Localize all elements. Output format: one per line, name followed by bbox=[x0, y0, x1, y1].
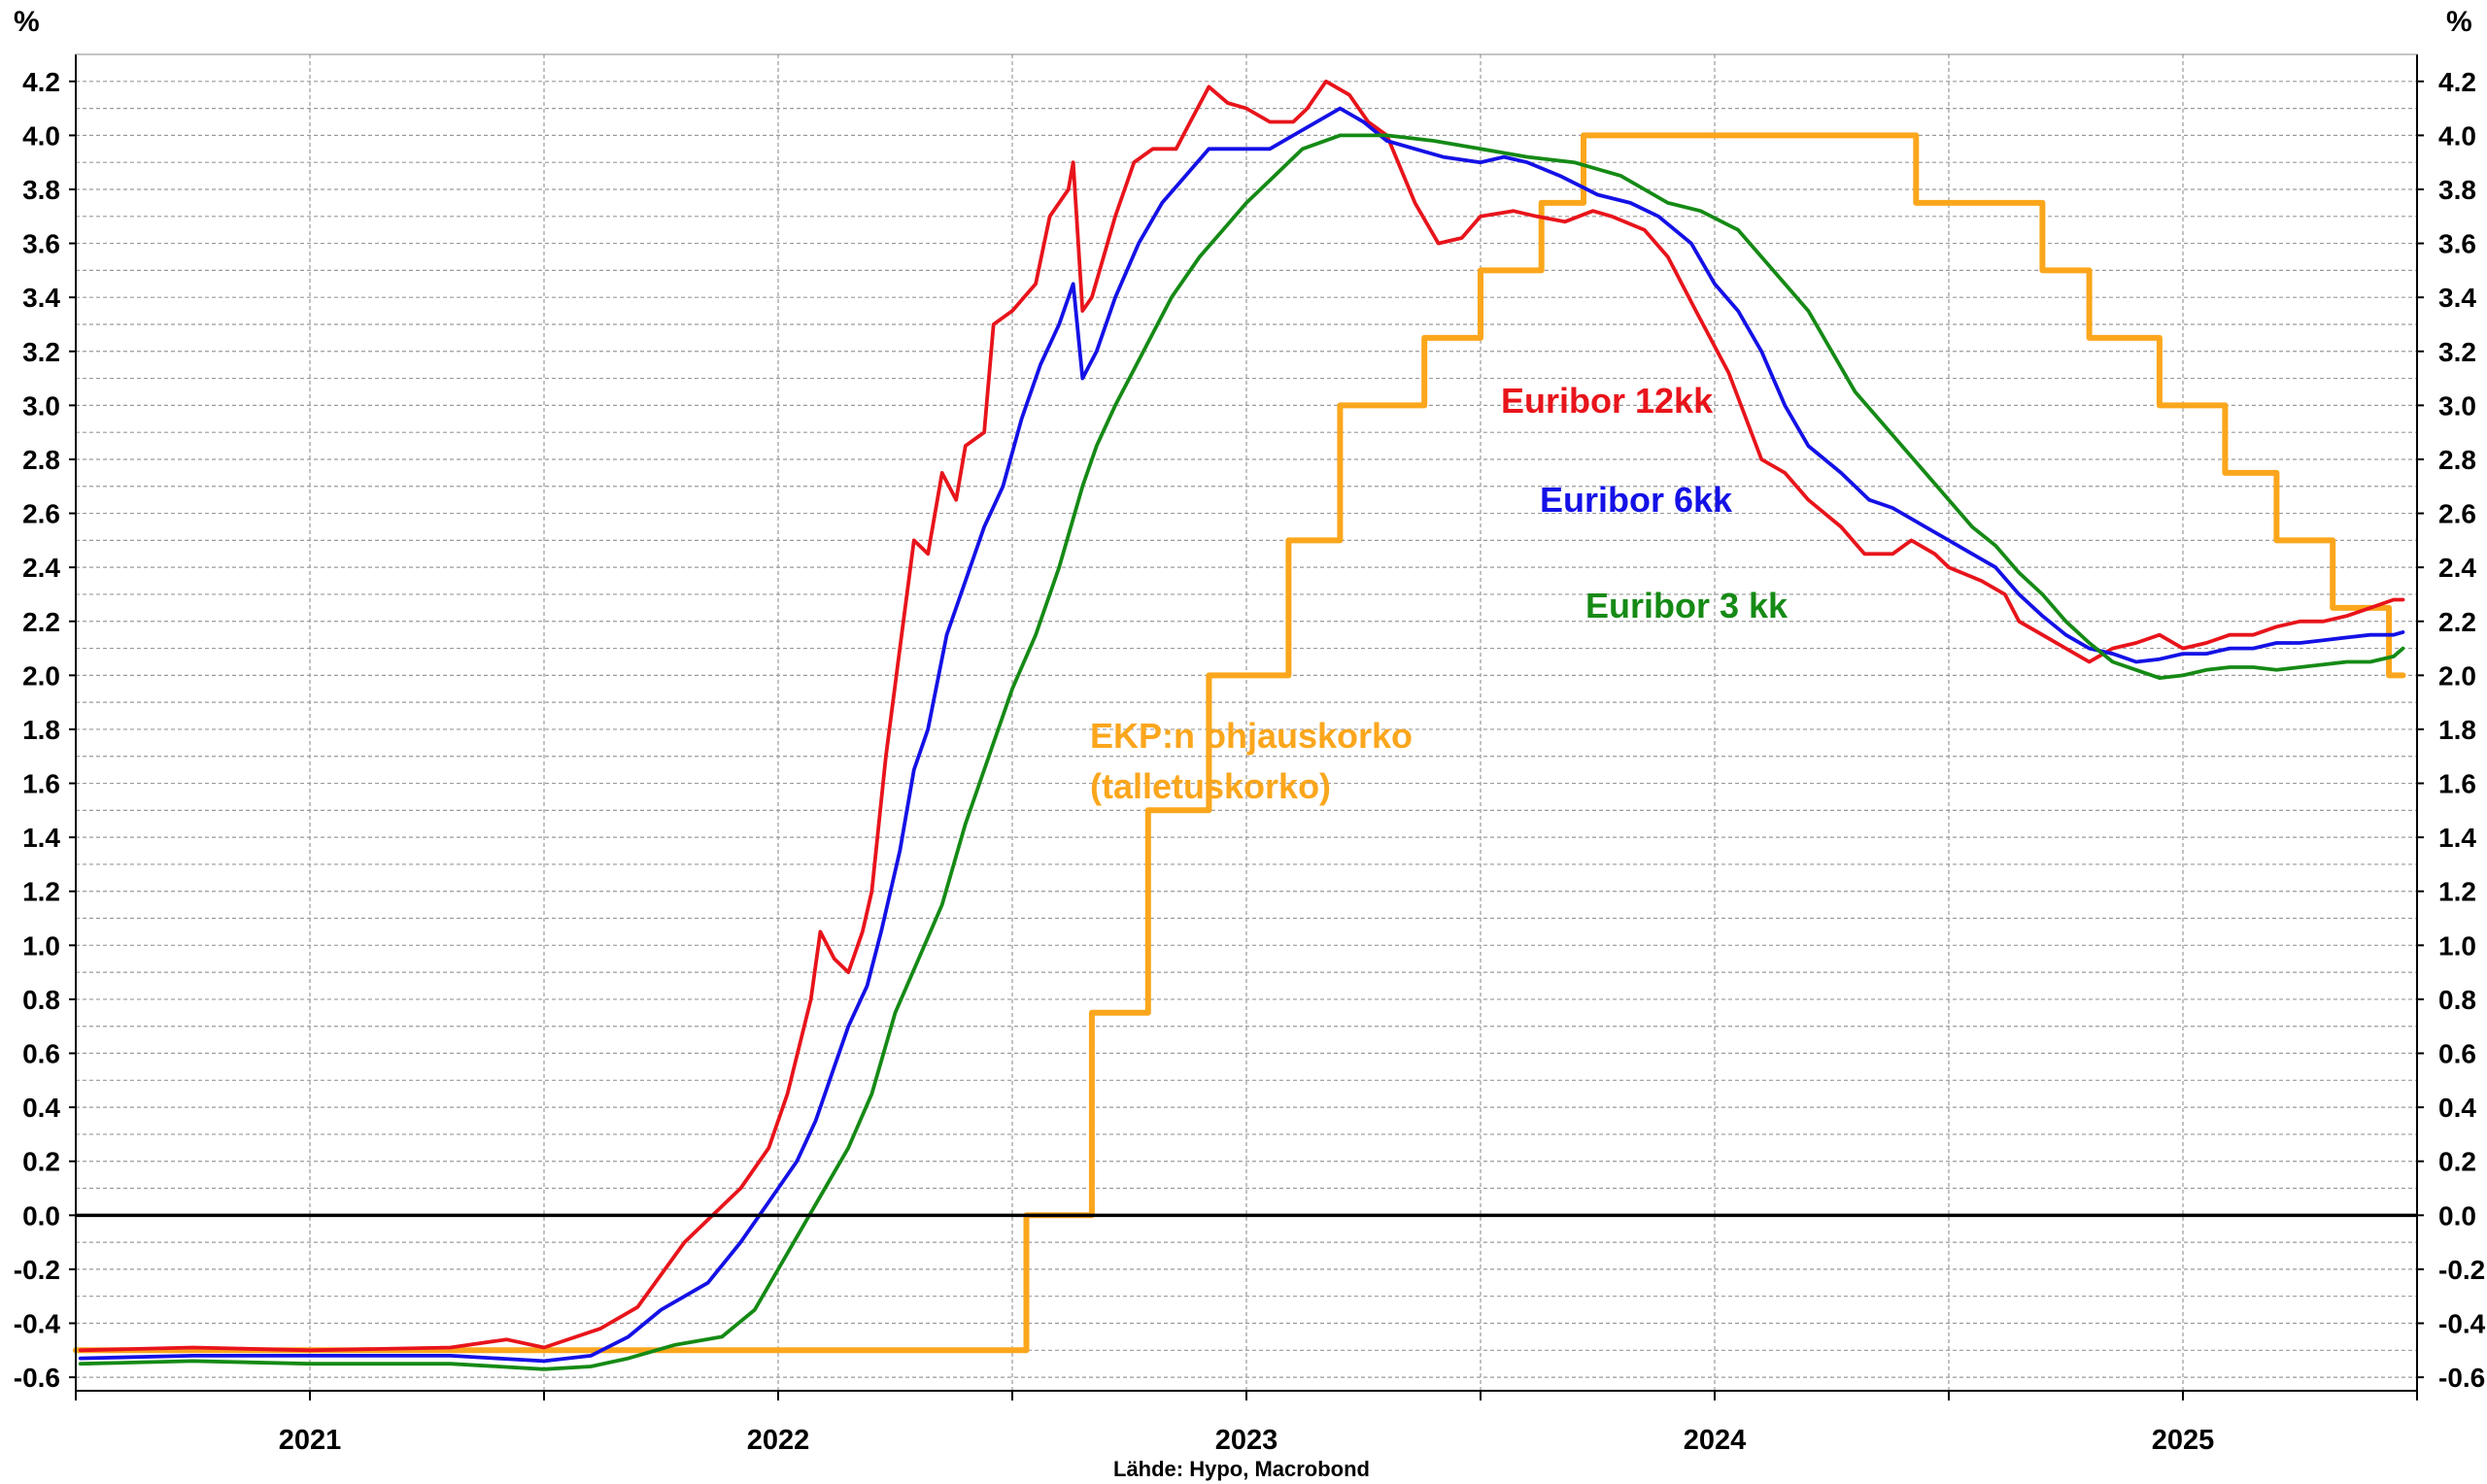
y-tick-label-left: 3.6 bbox=[22, 229, 60, 259]
y-tick-label-right: 2.4 bbox=[2438, 553, 2476, 583]
y-tick-label-left: 2.2 bbox=[22, 607, 60, 637]
series-labels: Euribor 12kk Euribor 6kk Euribor 3 kk EKP:n… bbox=[1090, 381, 1789, 806]
y-tick-label-left: 1.4 bbox=[22, 823, 60, 853]
y-tick-label-right: 1.0 bbox=[2438, 930, 2476, 961]
y-tick-label-right: 4.2 bbox=[2438, 67, 2476, 97]
y-tick-label-right: 3.0 bbox=[2438, 390, 2476, 421]
series-line-2 bbox=[78, 133, 2405, 1371]
x-tick-label: 2023 bbox=[1215, 1425, 1278, 1456]
y-unit-right: % bbox=[2446, 6, 2472, 38]
y-tick-label-left: -0.2 bbox=[14, 1255, 60, 1285]
y-tick-label-left: 3.4 bbox=[22, 283, 60, 313]
x-axis: 2021 2022 2023 2024 2025 bbox=[75, 1391, 2418, 1456]
y-tick-label-left: 0.4 bbox=[22, 1093, 60, 1123]
y-tick-label-right: 1.2 bbox=[2438, 877, 2476, 907]
y-tick-label-right: -0.4 bbox=[2438, 1309, 2486, 1339]
y-tick-label-left: 2.8 bbox=[22, 445, 60, 475]
y-unit-left: % bbox=[14, 6, 40, 38]
series-label-3: (talletuskorko) bbox=[1090, 766, 1331, 806]
y-tick-label-right: 0.0 bbox=[2438, 1200, 2476, 1231]
x-tick-label: 2024 bbox=[1684, 1425, 1747, 1456]
series-layer bbox=[73, 79, 2406, 1371]
y-tick-label-right: 2.8 bbox=[2438, 445, 2476, 475]
x-tick-label: 2022 bbox=[747, 1425, 810, 1456]
y-tick-label-left: 2.0 bbox=[22, 660, 60, 691]
series-label-0: Euribor 12kk bbox=[1501, 381, 1714, 421]
y-tick-label-left: 0.8 bbox=[22, 985, 60, 1015]
y-tick-label-left: 1.6 bbox=[22, 769, 60, 799]
y-tick-label-left: 3.2 bbox=[22, 337, 60, 367]
y-tick-label-right: 1.8 bbox=[2438, 715, 2476, 745]
y-tick-label-left: 3.0 bbox=[22, 390, 60, 421]
y-tick-label-left: 1.8 bbox=[22, 715, 60, 745]
series-label-2: Euribor 3 kk bbox=[1585, 586, 1789, 625]
y-tick-label-left: -0.6 bbox=[14, 1363, 60, 1393]
y-tick-label-left: 0.0 bbox=[22, 1200, 60, 1231]
y-tick-label-right: 3.4 bbox=[2438, 283, 2476, 313]
y-axis-left: -0.6 -0.4 -0.2 0.0 0.2 0.4 0.6 0.8 1.0 1.2 1.4 1.6 1… bbox=[14, 67, 76, 1393]
y-tick-label-right: 3.2 bbox=[2438, 337, 2476, 367]
series-label-3: EKP:n ohjauskorko bbox=[1090, 716, 1413, 756]
y-tick-label-right: 2.6 bbox=[2438, 499, 2476, 529]
grid bbox=[76, 54, 2417, 1391]
y-tick-label-right: -0.6 bbox=[2438, 1363, 2485, 1393]
y-tick-label-left: 0.2 bbox=[22, 1147, 60, 1177]
y-tick-label-right: 0.2 bbox=[2438, 1147, 2476, 1177]
y-tick-label-right: 3.6 bbox=[2438, 229, 2476, 259]
y-tick-label-right: 2.0 bbox=[2438, 660, 2476, 691]
y-tick-label-right: 2.2 bbox=[2438, 607, 2476, 637]
y-axis-right: -0.6 -0.4 -0.2 0.0 0.2 0.4 0.6 0.8 1.0 1.2 1.4 1.6 1… bbox=[2417, 67, 2486, 1393]
y-tick-label-right: -0.2 bbox=[2438, 1255, 2485, 1285]
source-note: Lähde: Hypo, Macrobond bbox=[1113, 1457, 1370, 1481]
y-tick-label-left: 1.0 bbox=[22, 930, 60, 961]
series-line-3 bbox=[73, 132, 2406, 1354]
y-tick-label-left: 1.2 bbox=[22, 877, 60, 907]
y-tick-label-left: -0.4 bbox=[14, 1309, 61, 1339]
y-tick-label-right: 1.6 bbox=[2438, 769, 2476, 799]
y-tick-label-left: 3.8 bbox=[22, 175, 60, 205]
series-label-1: Euribor 6kk bbox=[1540, 480, 1733, 520]
y-tick-label-left: 2.6 bbox=[22, 499, 60, 529]
y-tick-label-left: 2.4 bbox=[22, 553, 60, 583]
x-tick-label: 2025 bbox=[2152, 1425, 2215, 1456]
y-tick-label-right: 0.6 bbox=[2438, 1039, 2476, 1069]
y-tick-label-left: 0.6 bbox=[22, 1039, 60, 1069]
y-tick-label-right: 0.8 bbox=[2438, 985, 2476, 1015]
y-tick-label-right: 1.4 bbox=[2438, 823, 2476, 853]
x-tick-label: 2021 bbox=[279, 1425, 342, 1456]
y-tick-label-right: 3.8 bbox=[2438, 175, 2476, 205]
y-tick-label-right: 0.4 bbox=[2438, 1093, 2476, 1123]
y-tick-label-left: 4.2 bbox=[22, 67, 60, 97]
series-line-0 bbox=[78, 79, 2405, 1353]
y-tick-label-left: 4.0 bbox=[22, 120, 60, 151]
y-tick-label-right: 4.0 bbox=[2438, 120, 2476, 151]
